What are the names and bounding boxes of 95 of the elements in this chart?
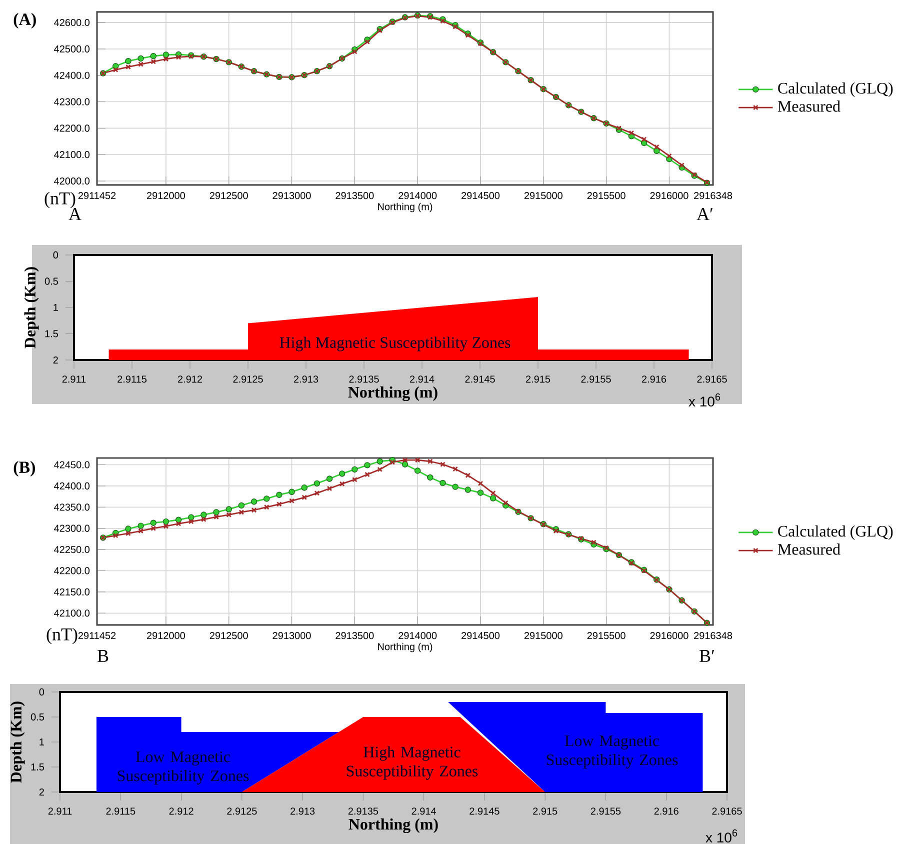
x-tick-label: 2916348 <box>694 632 732 640</box>
y-tick-label: 42450.0 <box>54 461 90 468</box>
text: B′ <box>700 650 714 662</box>
text: x 10$^{6}$ <box>688 393 720 407</box>
x-tick-label: 2.9155 <box>590 808 621 815</box>
y-axis-title: Depth (Km) <box>24 267 39 348</box>
x-tick-label: 2911452 <box>78 632 116 640</box>
x-tick-label: 2912000 <box>146 632 186 640</box>
x-tick-label: 2914000 <box>398 632 437 640</box>
y-tick-label: 42250.0 <box>54 546 90 554</box>
x-tick-label: 2916000 <box>650 632 688 640</box>
x-tick-label: 2.916 <box>654 808 678 815</box>
x-tick-label: 2916000 <box>650 192 688 200</box>
x-tick-label: 2913000 <box>272 632 311 640</box>
x-axis-title: Northing (m) <box>378 202 432 212</box>
text: (nT) <box>44 192 76 208</box>
text: x 10$^{6}$ <box>706 829 738 843</box>
x-tick-label: 2912500 <box>210 192 248 200</box>
y-tick-label: 42350.0 <box>54 504 90 511</box>
y-tick-label: 1.5 <box>31 764 44 770</box>
x-tick-label: 2913500 <box>336 632 374 640</box>
legend-label: Measured <box>778 543 840 555</box>
text: B <box>98 650 108 662</box>
y-tick-label: 42200.0 <box>54 124 90 132</box>
legend-label: Calculated (GLQ) <box>778 525 893 540</box>
y-tick-label: 1.5 <box>45 330 58 338</box>
x-tick-label: 2.915 <box>533 808 558 815</box>
x-tick-label: 2.911 <box>48 808 72 815</box>
chart-title: (B) <box>14 461 35 476</box>
annotation: Low Magnetic Susceptibility Zones <box>546 735 678 769</box>
x-tick-label: 2.9165 <box>697 376 727 383</box>
y-axis-title: Depth (Km) <box>10 702 25 783</box>
x-tick-label: 2.9115 <box>118 376 147 383</box>
x-tick-label: 2.9115 <box>106 808 136 815</box>
x-tick-label: 2.914 <box>410 376 434 383</box>
y-tick-label: 0 <box>39 688 44 696</box>
x-tick-label: 2.913 <box>290 808 315 815</box>
y-tick-label: 2 <box>53 356 58 364</box>
x-axis-title: Northing (m) <box>378 642 432 652</box>
x-tick-label: 2.9125 <box>227 808 257 815</box>
y-tick-label: 0.5 <box>44 278 58 285</box>
x-tick-label: 2915000 <box>524 632 562 640</box>
x-tick-label: 2912000 <box>146 192 186 200</box>
y-tick-label: 42000.0 <box>54 177 90 185</box>
annotation: High Magnetic Susceptibility Zones <box>346 746 478 780</box>
y-tick-label: 42400.0 <box>54 72 90 79</box>
x-tick-label: 2.915 <box>526 376 550 383</box>
x-axis-title: Northing (m) <box>348 386 438 402</box>
text: A′ <box>696 208 713 220</box>
x-tick-label: 2915000 <box>524 192 562 200</box>
annotation: Low Magnetic Susceptibility Zones <box>118 751 249 785</box>
x-tick-label: 2911452 <box>78 192 116 200</box>
text: A <box>68 208 82 220</box>
x-axis-title: Northing (m) <box>348 818 438 834</box>
x-tick-label: 2.914 <box>412 808 436 815</box>
x-tick-label: 2.913 <box>294 376 318 383</box>
x-tick-label: 2.911 <box>62 376 86 383</box>
x-tick-label: 2.9125 <box>233 376 263 383</box>
x-tick-label: 2913500 <box>336 192 374 200</box>
y-tick-label: 42100.0 <box>54 151 90 158</box>
y-tick-label: 42300.0 <box>54 98 90 106</box>
x-tick-label: 2.912 <box>178 376 202 383</box>
y-tick-label: 0 <box>53 251 58 259</box>
y-tick-label: 2 <box>39 788 44 796</box>
legend-label: Calculated (GLQ) <box>778 82 893 97</box>
x-tick-label: 2914500 <box>462 192 500 200</box>
y-tick-label: 42150.0 <box>54 588 90 596</box>
x-tick-label: 2912500 <box>210 632 248 640</box>
x-tick-label: 2914000 <box>398 192 437 200</box>
x-tick-label: 2.9145 <box>465 376 495 383</box>
x-tick-label: 2915500 <box>587 192 626 200</box>
annotation: High Magnetic Susceptibility Zones <box>280 336 510 352</box>
y-tick-label: 42300.0 <box>54 524 90 532</box>
chart-title: (A) <box>14 13 36 28</box>
x-tick-label: 2916348 <box>694 192 732 200</box>
y-tick-label: 42200.0 <box>54 567 90 574</box>
x-tick-label: 2.9135 <box>348 808 378 815</box>
x-tick-label: 2.916 <box>642 376 666 383</box>
x-tick-label: 2.9135 <box>349 376 379 383</box>
x-tick-label: 2.9155 <box>581 376 611 383</box>
y-tick-label: 42500.0 <box>54 45 90 52</box>
x-tick-label: 2915500 <box>587 632 626 640</box>
x-tick-label: 2913000 <box>272 192 311 200</box>
x-tick-label: 2.912 <box>169 808 194 815</box>
text: (nT) <box>46 628 78 644</box>
x-tick-label: 2.9145 <box>470 808 500 815</box>
y-tick-label: 42400.0 <box>54 482 90 490</box>
x-tick-label: 2.9165 <box>712 808 742 815</box>
y-tick-label: 1 <box>40 738 44 746</box>
y-tick-label: 42100.0 <box>54 610 90 617</box>
x-tick-label: 2914500 <box>462 632 500 640</box>
legend-label: Measured <box>778 100 840 112</box>
y-tick-label: 1 <box>54 304 58 311</box>
y-tick-label: 42600.0 <box>54 18 90 26</box>
y-tick-label: 0.5 <box>30 713 44 721</box>
